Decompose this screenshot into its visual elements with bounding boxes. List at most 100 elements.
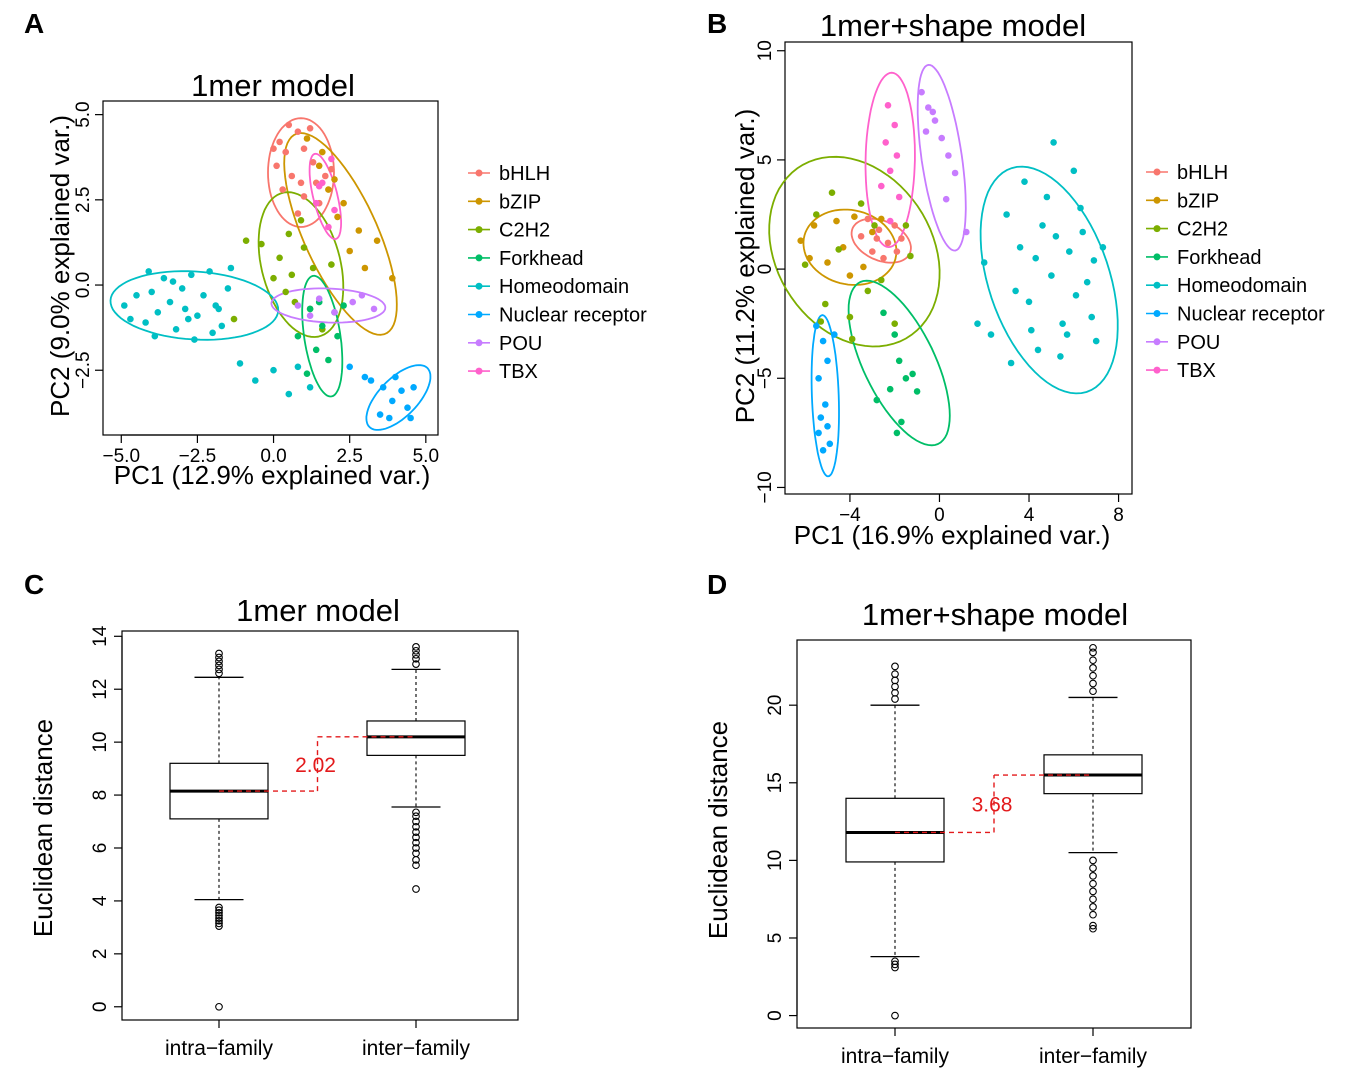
point-c2h2	[891, 320, 898, 328]
point-c2h2	[828, 189, 836, 196]
panel-d-difference-annotation: 3.68	[895, 774, 1093, 834]
point-homeodomain	[1059, 320, 1066, 328]
point-bhlh	[857, 233, 865, 240]
point-homeodomain	[1043, 193, 1051, 201]
legend-marker-pou	[1153, 338, 1161, 346]
point-homeodomain	[1092, 337, 1100, 345]
x-tick-label: 8	[1113, 505, 1124, 526]
y-tick-label: 2.5	[73, 187, 94, 213]
point-c2h2	[285, 230, 293, 238]
legend-marker-tbx	[475, 367, 483, 375]
outlier-point	[412, 844, 420, 852]
point-nuclear-receptor	[386, 414, 393, 422]
panel-a-y-axis: −2.5 0.0 2.5 5.0	[73, 101, 103, 389]
legend-label-pou: POU	[499, 333, 542, 355]
point-homeodomain	[209, 329, 216, 337]
point-pou	[331, 309, 338, 316]
point-c2h2	[813, 211, 820, 218]
point-nuclear-receptor	[392, 373, 399, 381]
point-bhlh	[873, 235, 881, 242]
point-c2h2	[835, 246, 842, 253]
point-nuclear-receptor	[379, 384, 387, 391]
point-nuclear-receptor	[813, 322, 820, 330]
point-forkhead	[325, 356, 332, 364]
panel-a-y-axis-title: PC2 (9.0% explained var.)	[45, 115, 75, 417]
point-homeodomain	[1088, 313, 1095, 321]
point-bhlh	[880, 254, 887, 262]
point-homeodomain	[194, 312, 201, 320]
ellipse-bhlh	[267, 117, 335, 228]
point-forkhead	[873, 396, 881, 404]
point-tbx	[895, 193, 903, 201]
point-forkhead	[303, 370, 311, 378]
outlier-point	[891, 1011, 899, 1020]
outlier-point	[1089, 679, 1097, 688]
point-bhlh	[270, 145, 277, 152]
outlier-point	[412, 861, 420, 870]
point-pou	[938, 134, 945, 142]
panel-b-title: 1mer+shape model	[820, 8, 1086, 43]
point-c2h2	[297, 217, 305, 224]
point-c2h2	[242, 237, 250, 244]
point-bzip	[325, 186, 332, 193]
point-c2h2	[258, 240, 265, 248]
point-homeodomain	[160, 274, 168, 282]
point-forkhead	[902, 375, 910, 382]
panel-a-title: 1mer model	[191, 68, 355, 103]
point-c2h2	[817, 318, 825, 325]
point-tbx	[886, 217, 894, 225]
point-bhlh	[297, 179, 305, 187]
point-pou	[294, 302, 302, 309]
point-homeodomain	[200, 292, 207, 299]
x-tick-label: 2.5	[336, 446, 362, 467]
x-tick-label-intra-family: intra−family	[165, 1037, 273, 1060]
y-tick-label: 2	[90, 949, 111, 960]
outlier-point	[1089, 910, 1097, 919]
point-c2h2	[907, 252, 914, 260]
x-tick-label-inter-family: inter−family	[362, 1037, 470, 1060]
point-c2h2	[230, 315, 238, 323]
point-c2h2	[902, 222, 910, 229]
legend-label-tbx: TBX	[1177, 360, 1216, 382]
point-homeodomain	[1021, 178, 1028, 185]
panel-a-ellipses	[109, 117, 432, 431]
point-bzip	[303, 135, 311, 142]
point-forkhead	[880, 309, 887, 317]
panel-b: B 1mer+shape model −4 0 4 8 −10 −5 0 5 10 PC1 (…	[707, 8, 1325, 550]
outlier-point	[215, 661, 223, 670]
point-bhlh	[279, 186, 287, 193]
legend-marker-forkhead	[475, 254, 483, 262]
point-forkhead	[913, 388, 921, 395]
point-homeodomain	[252, 377, 259, 384]
y-tick-label: 0	[765, 1010, 786, 1021]
x-tick-label: 0	[934, 505, 945, 526]
panel-a-x-axis: −5.0 −2.5 0.0 2.5 5.0	[103, 434, 439, 467]
outlier-point	[412, 812, 420, 821]
y-tick-label: −5	[755, 367, 776, 389]
point-forkhead	[294, 332, 302, 340]
point-homeodomain	[1050, 139, 1057, 146]
outlier-point	[891, 957, 899, 966]
ellipse-nuclear-receptor	[365, 364, 432, 431]
point-homeodomain	[181, 305, 189, 313]
point-c2h2	[857, 200, 865, 207]
point-nuclear-receptor	[824, 423, 831, 430]
y-tick-label: 10	[765, 850, 786, 871]
point-homeodomain	[188, 271, 195, 279]
x-tick-label: 0.0	[260, 446, 286, 467]
point-bhlh	[884, 239, 892, 247]
point-bhlh	[294, 128, 302, 135]
point-bzip	[319, 148, 326, 156]
ellipse-homeodomain	[979, 165, 1119, 395]
point-tbx	[891, 121, 898, 129]
point-bzip	[340, 199, 347, 207]
point-c2h2	[288, 271, 296, 279]
outlier-point	[1089, 921, 1097, 930]
outlier-point	[1089, 656, 1097, 665]
point-bhlh	[328, 165, 335, 173]
point-forkhead	[334, 332, 341, 340]
point-tbx	[893, 152, 901, 159]
point-nuclear-receptor	[376, 411, 384, 418]
point-homeodomain	[185, 315, 192, 323]
point-forkhead	[893, 429, 901, 437]
